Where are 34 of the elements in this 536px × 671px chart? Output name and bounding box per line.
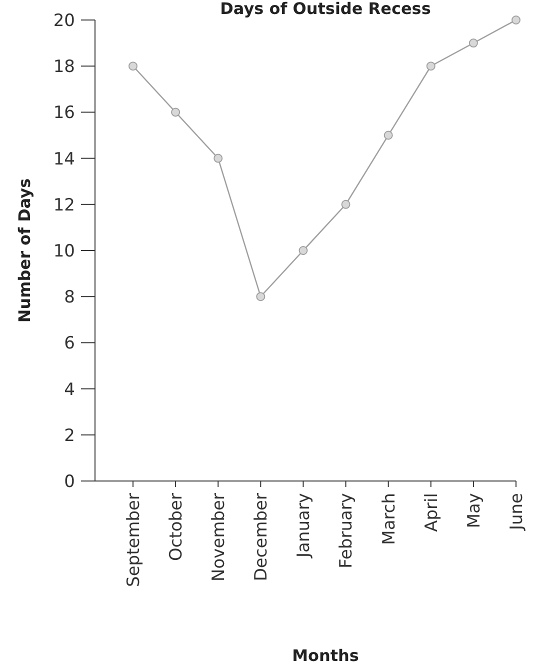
y-tick-label: 18	[53, 57, 75, 78]
point	[426, 62, 436, 71]
point	[341, 200, 350, 209]
y-tick-label: 0	[64, 472, 75, 492]
x-axis-title: Months	[292, 646, 359, 665]
y-axis-title: Number of Days	[15, 178, 34, 323]
y-tick-label: 4	[64, 380, 75, 400]
y-tick-label: 20	[53, 10, 75, 31]
chart-title: Days of Outside Recess	[220, 0, 431, 18]
y-tick-label: 12	[53, 195, 75, 216]
x-tick-label: April	[422, 493, 442, 532]
y-tick-label: 6	[64, 334, 75, 354]
point	[468, 38, 478, 48]
x-tick-label: January	[294, 493, 314, 558]
y-tick-label: 2	[64, 426, 75, 446]
x-tick-label: December	[252, 492, 272, 582]
x-tick-label: June	[506, 493, 527, 532]
y-tick-label: 16	[53, 103, 75, 124]
x-tick-label: September	[124, 492, 144, 587]
x-tick-label: February	[336, 493, 357, 568]
point	[384, 130, 393, 140]
point	[171, 108, 180, 117]
y-tick-label: 14	[53, 149, 75, 170]
x-tick-label: October	[166, 493, 187, 562]
x-tick-label: March	[379, 493, 400, 545]
point	[214, 154, 223, 163]
point	[512, 16, 520, 24]
y-tick-label: 8	[64, 288, 75, 308]
y-tick-label: 10	[53, 241, 75, 262]
point	[298, 246, 308, 255]
point	[256, 292, 266, 302]
x-tick-label: May	[464, 493, 484, 528]
x-tick-label: November	[209, 492, 230, 582]
point	[128, 62, 138, 71]
